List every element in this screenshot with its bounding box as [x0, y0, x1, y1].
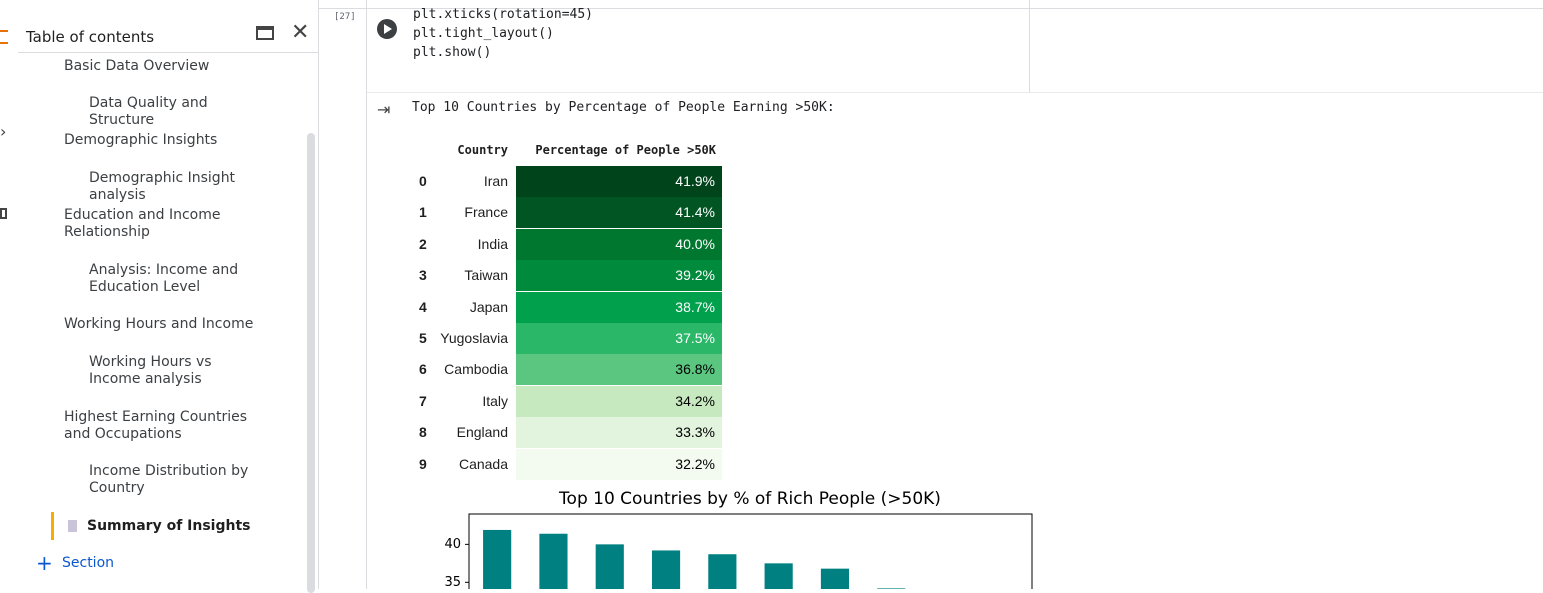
country-cell: Cambodia — [444, 361, 508, 378]
plot-frame — [468, 513, 1033, 589]
value-cell: 40.0% — [516, 228, 722, 260]
toc-item[interactable]: Demographic Insights — [64, 132, 218, 148]
code-line: plt.xticks(rotation=45) — [413, 7, 594, 22]
value-cell: 36.8% — [516, 354, 722, 386]
cell-border — [367, 92, 1543, 93]
country-cell: Canada — [458, 455, 508, 472]
value-cell: 38.7% — [516, 291, 722, 323]
value-cell: 41.4% — [516, 197, 722, 229]
row-index: 8 — [419, 424, 427, 441]
bar — [764, 563, 793, 589]
active-marker — [51, 512, 54, 540]
country-cell: Italy — [482, 392, 508, 409]
country-cell: England — [456, 424, 508, 441]
value-cell: 34.2% — [516, 385, 722, 417]
toc-item[interactable]: Working Hours vs Income analysis — [89, 354, 212, 387]
row-index: 0 — [419, 173, 427, 189]
bar — [483, 529, 512, 589]
toc-item[interactable]: Demographic Insight analysis — [89, 170, 236, 203]
row-index: 1 — [419, 204, 427, 221]
toc-item-active[interactable]: Summary of Insights — [87, 518, 251, 534]
country-cell: Japan — [469, 298, 508, 315]
gutter-line — [366, 0, 367, 589]
exec-count: [27] — [334, 12, 356, 22]
bar — [820, 568, 850, 589]
y-tick-label: 35 — [444, 575, 461, 589]
close-button[interactable]: ✕ — [291, 20, 310, 45]
bar — [708, 554, 737, 589]
bar — [651, 550, 681, 589]
toc-icon[interactable] — [0, 30, 8, 44]
row-index: 7 — [419, 392, 427, 409]
toc-item[interactable]: Analysis: Income and Education Level — [89, 262, 239, 295]
output-heading: Top 10 Countries by Percentage of People… — [412, 100, 835, 115]
value-cell: 37.5% — [516, 323, 722, 354]
add-section[interactable]: Section — [62, 555, 115, 571]
run-button[interactable] — [377, 19, 397, 39]
country-cell: India — [477, 235, 508, 252]
country-cell: Yugoslavia — [440, 330, 508, 346]
add-icon[interactable]: + — [36, 551, 53, 575]
sidebar-divider — [18, 52, 318, 53]
sidebar-title: Table of contents — [26, 28, 155, 46]
value-cell: 41.9% — [516, 166, 722, 197]
toc-item[interactable]: Highest Earning Countries and Occupation… — [64, 409, 248, 442]
cell-border — [1029, 0, 1030, 92]
column-header: Country — [457, 143, 508, 157]
country-cell: Iran — [483, 173, 508, 189]
bar — [595, 544, 624, 589]
popout-button[interactable] — [256, 26, 274, 40]
row-index: 6 — [419, 361, 427, 378]
row-index: 9 — [419, 455, 427, 472]
country-cell: Taiwan — [464, 267, 508, 284]
code-line: plt.show() — [413, 45, 492, 60]
toc-item[interactable]: Income Distribution by Country — [89, 463, 249, 496]
code-line: plt.tight_layout() — [413, 26, 554, 41]
files-icon[interactable] — [0, 208, 7, 219]
bar — [539, 533, 568, 589]
doc-icon — [68, 520, 77, 532]
toc-item[interactable]: Working Hours and Income — [64, 316, 254, 332]
toc-item[interactable]: Basic Data Overview — [64, 58, 210, 74]
column-header: Percentage of People >50K — [535, 143, 716, 157]
code-icon[interactable]: › — [0, 122, 7, 141]
top-divider — [319, 8, 1543, 9]
toc-item[interactable]: Data Quality and Structure — [89, 95, 208, 128]
row-index: 5 — [419, 330, 427, 346]
value-cell: 39.2% — [516, 260, 722, 292]
value-cell: 32.2% — [516, 448, 722, 480]
output-icon[interactable]: ⇥ — [377, 100, 391, 119]
scrollbar[interactable] — [307, 133, 315, 593]
row-index: 3 — [419, 267, 427, 284]
sidebar-border — [318, 0, 319, 589]
row-index: 2 — [419, 235, 427, 252]
toc-item[interactable]: Education and Income Relationship — [64, 207, 221, 240]
country-cell: France — [464, 204, 508, 221]
value-cell: 33.3% — [516, 417, 722, 449]
y-tick-label: 40 — [444, 537, 461, 552]
row-index: 4 — [419, 298, 427, 315]
chart-title: Top 10 Countries by % of Rich People (>5… — [558, 489, 941, 509]
